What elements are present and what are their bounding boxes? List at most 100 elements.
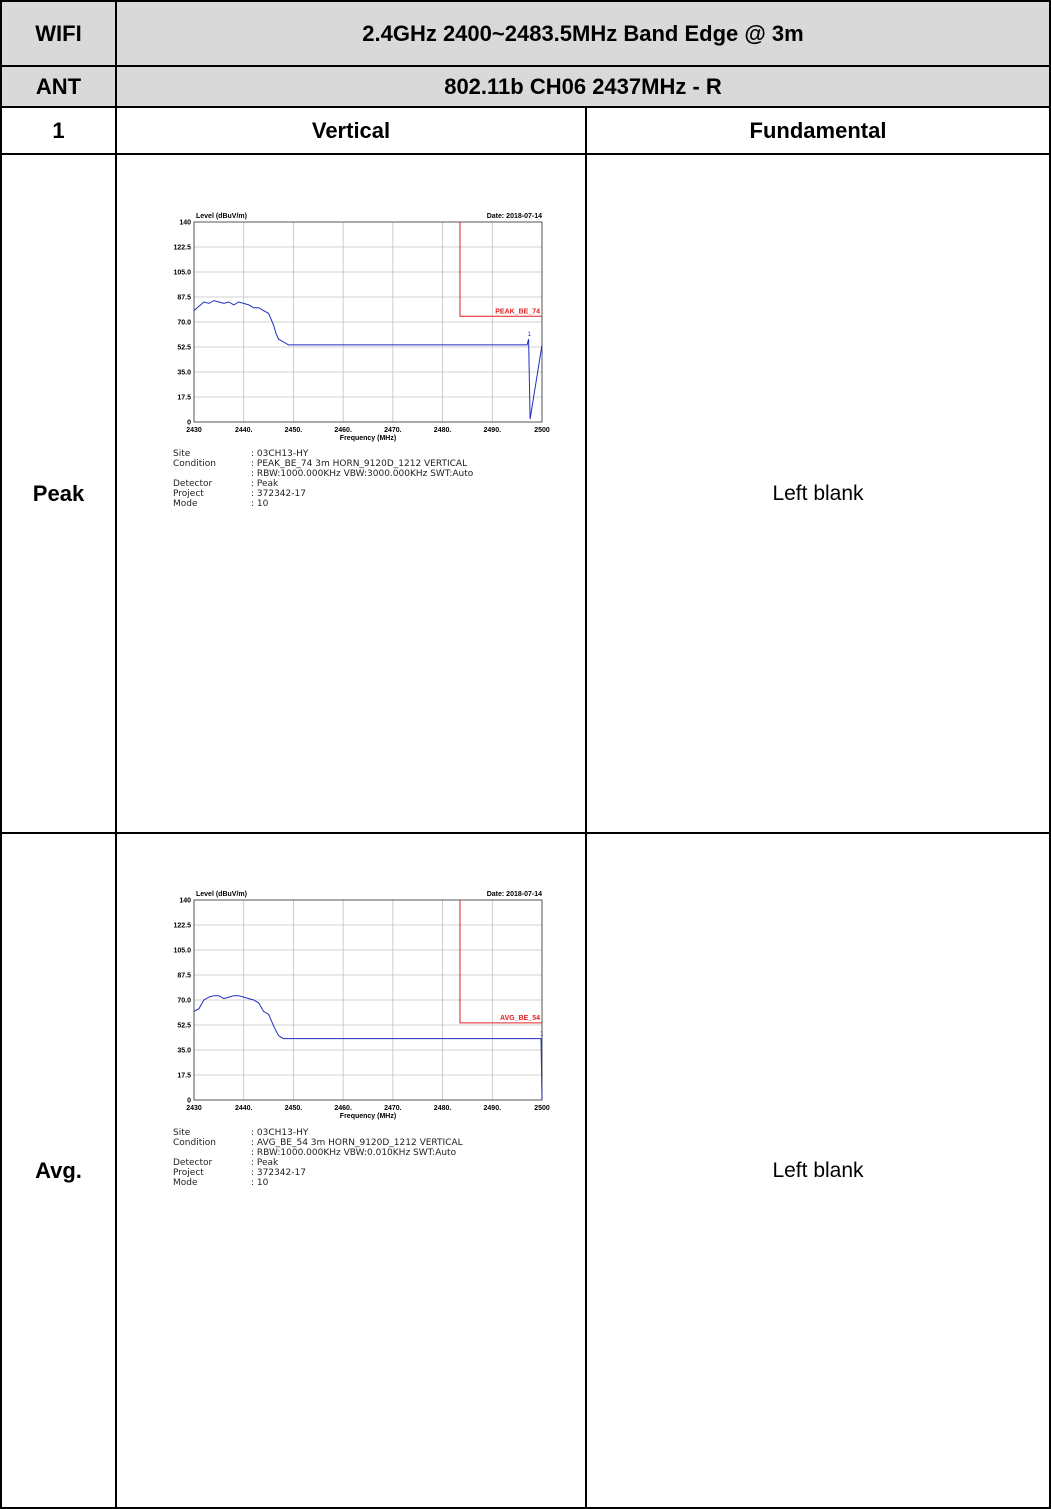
y-tick-label: 0 [187,1098,191,1105]
measurement-trace [193,995,543,1101]
table-row-divider [0,832,1051,834]
info-key: Condition [173,459,216,469]
x-tick-label: 2480. [434,427,452,434]
info-row: Project: 372342-17 [173,489,553,499]
x-tick-label: 2470. [384,1105,402,1112]
y-tick-label: 140 [179,898,191,905]
y-tick-label: 17.5 [177,1073,191,1080]
y-tick-label: 70.0 [177,998,191,1005]
plot-frame [193,221,543,423]
info-key: Detector [173,479,213,489]
y-tick-label: 0 [187,420,191,427]
table-border-left [0,0,2,1509]
info-key: Detector [173,1158,213,1168]
fundamental-header: Fundamental [749,117,887,143]
x-tick-label: 2490. [484,427,502,434]
info-value: : 03CH13-HY [251,449,309,459]
info-row: Detector : Peak [173,1158,553,1168]
table-border-bottom [0,1507,1051,1509]
info-key: Condition [173,1138,216,1148]
info-value: : Peak [251,1158,279,1168]
wifi-label: WIFI [35,20,82,46]
y-tick-label: 70.0 [177,320,191,327]
x-tick-label: 2460. [334,1105,352,1112]
limit-label: AVG_BE_54 [500,1015,540,1022]
avg-plot: 2430 2440. 2450. 2460. 2470. 2480. 2490. 2500 0 1… [140,878,560,1128]
peak-label-cell: Peak [2,155,115,832]
limit-label: PEAK_BE_74 [495,308,540,315]
x-tick-label: 2460. [334,427,352,434]
x-tick-label: 2500 [534,1105,550,1112]
channel-title: 802.11b CH06 2437MHz - R [444,73,722,99]
index-cell: 1 [2,108,115,153]
vertical-header-cell: Vertical [117,108,585,153]
table-col-divider [585,106,587,1509]
y-tick-label: 87.5 [177,973,191,980]
x-tick-label: 2450. [285,1105,303,1112]
y-tick-label: 52.5 [177,1023,191,1030]
peak-plot: 2430 2440. 2450. 2460. 2470. 2480. 2490. 2500 0 1… [140,200,560,450]
x-tick-label: 2440. [235,427,253,434]
info-row: Site : 03CH13-HY [173,449,553,459]
info-row: Site : 03CH13-HY [173,1128,553,1138]
table-col-divider [115,0,117,1509]
info-value: : 03CH13-HY [251,1128,309,1138]
y-tick-label: 122.5 [173,923,191,930]
x-axis-label: Frequency (MHz) [340,435,396,442]
info-row: Condition: PEAK_BE_74 3m HORN_9120D_1212… [173,459,553,469]
x-tick-label: 2430 [186,427,202,434]
info-row: : RBW:1000.000KHz VBW:0.010KHz SWT:Auto [173,1148,553,1158]
marker-label: 1 [528,332,532,338]
info-value: : Peak [251,479,279,489]
info-key: Site [173,1128,191,1138]
info-value: : 10 [251,1178,269,1188]
y-tick-label: 35.0 [177,370,191,377]
peak-test-info: Site : 03CH13-HY Condition: PEAK_BE_74 3m … [173,449,553,509]
ant-label: ANT [35,73,82,99]
y-tick-label: 52.5 [177,345,191,352]
info-value: : RBW:1000.000KHz VBW:3000.000KHz SWT:Au… [251,469,474,479]
y-tick-label: 122.5 [173,245,191,252]
table-row-divider [0,153,1051,155]
info-row: Condition: AVG_BE_54 3m HORN_9120D_1212 … [173,1138,553,1148]
peak-band-edge-chart: 2430 2440. 2450. 2460. 2470. 2480. 2490. 2500 0 1… [173,213,549,442]
wifi-label-cell: WIFI [2,2,115,65]
measurement-trace [193,300,543,420]
info-key: Project [173,489,204,499]
info-key: Project [173,1168,204,1178]
y-tick-label: 87.5 [177,295,191,302]
avg-blank-cell: Left blank [587,834,1049,1507]
y-tick-label: 140 [179,220,191,227]
info-key: Mode [173,1178,198,1188]
info-row: Mode : 10 [173,1178,553,1188]
x-tick-label: 2470. [384,427,402,434]
info-row: Mode : 10 [173,499,553,509]
x-tick-label: 2440. [235,1105,253,1112]
y-tick-label: 35.0 [177,1048,191,1055]
info-key: Mode [173,499,198,509]
info-value: : 10 [251,499,269,509]
table-row-divider [0,65,1051,67]
x-tick-label: 2480. [434,1105,452,1112]
index-label: 1 [52,117,65,143]
info-row: Detector : Peak [173,479,553,489]
channel-title-cell: 802.11b CH06 2437MHz - R [117,67,1049,106]
info-value: : RBW:1000.000KHz VBW:0.010KHz SWT:Auto [251,1148,457,1158]
avg-label: Avg. [35,1157,82,1183]
info-row: : RBW:1000.000KHz VBW:3000.000KHz SWT:Au… [173,469,553,479]
peak-left-blank: Left blank [772,481,864,505]
x-tick-label: 2450. [285,427,303,434]
info-key: Site [173,449,191,459]
avg-label-cell: Avg. [2,834,115,1507]
y-axis-label: Level (dBuV/m) [196,891,247,898]
vertical-header: Vertical [311,117,391,143]
y-tick-label: 105.0 [173,270,191,277]
peak-label: Peak [32,480,85,506]
marker-label: 1 [540,1032,544,1038]
chart-date: Date: 2018-07-14 [487,213,542,220]
info-value: : 372342-17 [251,1168,306,1178]
peak-blank-cell: Left blank [587,155,1049,832]
band-title: 2.4GHz 2400~2483.5MHz Band Edge @ 3m [362,20,804,46]
y-tick-label: 105.0 [173,948,191,955]
